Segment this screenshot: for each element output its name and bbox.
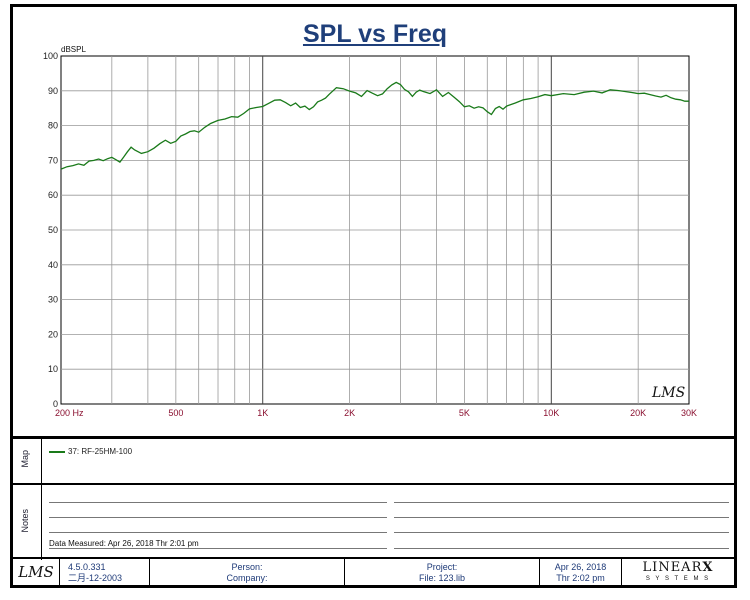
note-line: [49, 548, 387, 549]
notes-label: Notes: [20, 509, 30, 533]
y-tick-label: 80: [48, 121, 58, 131]
map-panel: Map 37: RF-25HM-100: [13, 436, 734, 486]
footer-brand-cell: LINEARX S Y S T E M S: [622, 558, 734, 588]
version-date: 二月-12-2003: [68, 573, 123, 583]
data-measured-text: Data Measured: Apr 26, 2018 Thr 2:01 pm: [49, 539, 199, 548]
person-label: Person:: [231, 562, 263, 572]
series-line-rf-25hm-100: [60, 81, 689, 170]
chart-title: SPL vs Freq: [302, 20, 448, 48]
footer-date-cell: Apr 26, 2018 Thr 2:02 pm: [540, 558, 622, 588]
legend-entry: 37: RF-25HM-100: [49, 447, 132, 456]
note-line: [49, 502, 387, 503]
y-tick-label: 20: [48, 329, 58, 339]
y-axis-label: dBSPL: [61, 45, 86, 54]
version-number: 4.5.0.331: [68, 562, 106, 572]
note-line: [49, 532, 387, 533]
project-label: Project:: [426, 562, 458, 572]
x-tick-label: 30K: [681, 408, 697, 418]
file-label: File: 123.lib: [418, 573, 466, 583]
note-line: [394, 502, 729, 503]
y-tick-label: 0: [53, 399, 58, 409]
brand-x: X: [702, 560, 714, 575]
y-tick-label: 60: [48, 190, 58, 200]
y-ticks: 0 10 20 30 40 50 60 70 80 90 100: [43, 51, 58, 409]
x-tick-label: 1K: [257, 408, 268, 418]
note-line: [49, 517, 387, 518]
footer-time: Thr 2:02 pm: [556, 573, 605, 583]
y-tick-label: 70: [48, 155, 58, 165]
y-tick-label: 90: [48, 86, 58, 96]
map-label: Map: [20, 450, 30, 468]
footer-project-cell: Project: File: 123.lib: [345, 558, 540, 588]
footer-date: Apr 26, 2018: [554, 562, 607, 572]
footer-person-cell: Person: Company:: [150, 558, 345, 588]
brand-main: LINEAR: [642, 560, 703, 575]
notes-panel: Notes Data Measured: Apr 26, 2018 Thr 2:…: [13, 483, 734, 560]
company-label: Company:: [226, 573, 268, 583]
y-tick-label: 50: [48, 225, 58, 235]
lms-logo-plot: LMS: [651, 385, 685, 401]
brand-logo: LINEARX: [622, 561, 734, 575]
x-tick-label: 5K: [459, 408, 470, 418]
x-tick-label: 200 Hz: [55, 408, 84, 418]
note-line: [394, 517, 729, 518]
x-ticks: 200 Hz 500 1K 2K 5K 10K 20K 30K: [55, 408, 697, 418]
x-tick-label: 500: [168, 408, 183, 418]
chart-frame: [10, 4, 737, 588]
note-line: [394, 532, 729, 533]
legend-swatch: [49, 450, 65, 453]
footer-version-cell: 4.5.0.331 二月-12-2003: [60, 558, 150, 588]
x-tick-label: 10K: [543, 408, 559, 418]
grid: [61, 56, 689, 404]
y-tick-label: 100: [43, 51, 58, 61]
y-tick-label: 40: [48, 260, 58, 270]
y-tick-label: 30: [48, 295, 58, 305]
x-tick-label: 20K: [630, 408, 646, 418]
y-tick-label: 10: [48, 364, 58, 374]
x-tick-label: 2K: [344, 408, 355, 418]
footer-logo-cell: LMS: [13, 558, 60, 588]
note-line: [394, 548, 729, 549]
legend-label: 37: RF-25HM-100: [68, 447, 133, 456]
lms-logo-footer: LMS: [18, 563, 54, 581]
brand-sub: S Y S T E M S: [645, 576, 711, 582]
